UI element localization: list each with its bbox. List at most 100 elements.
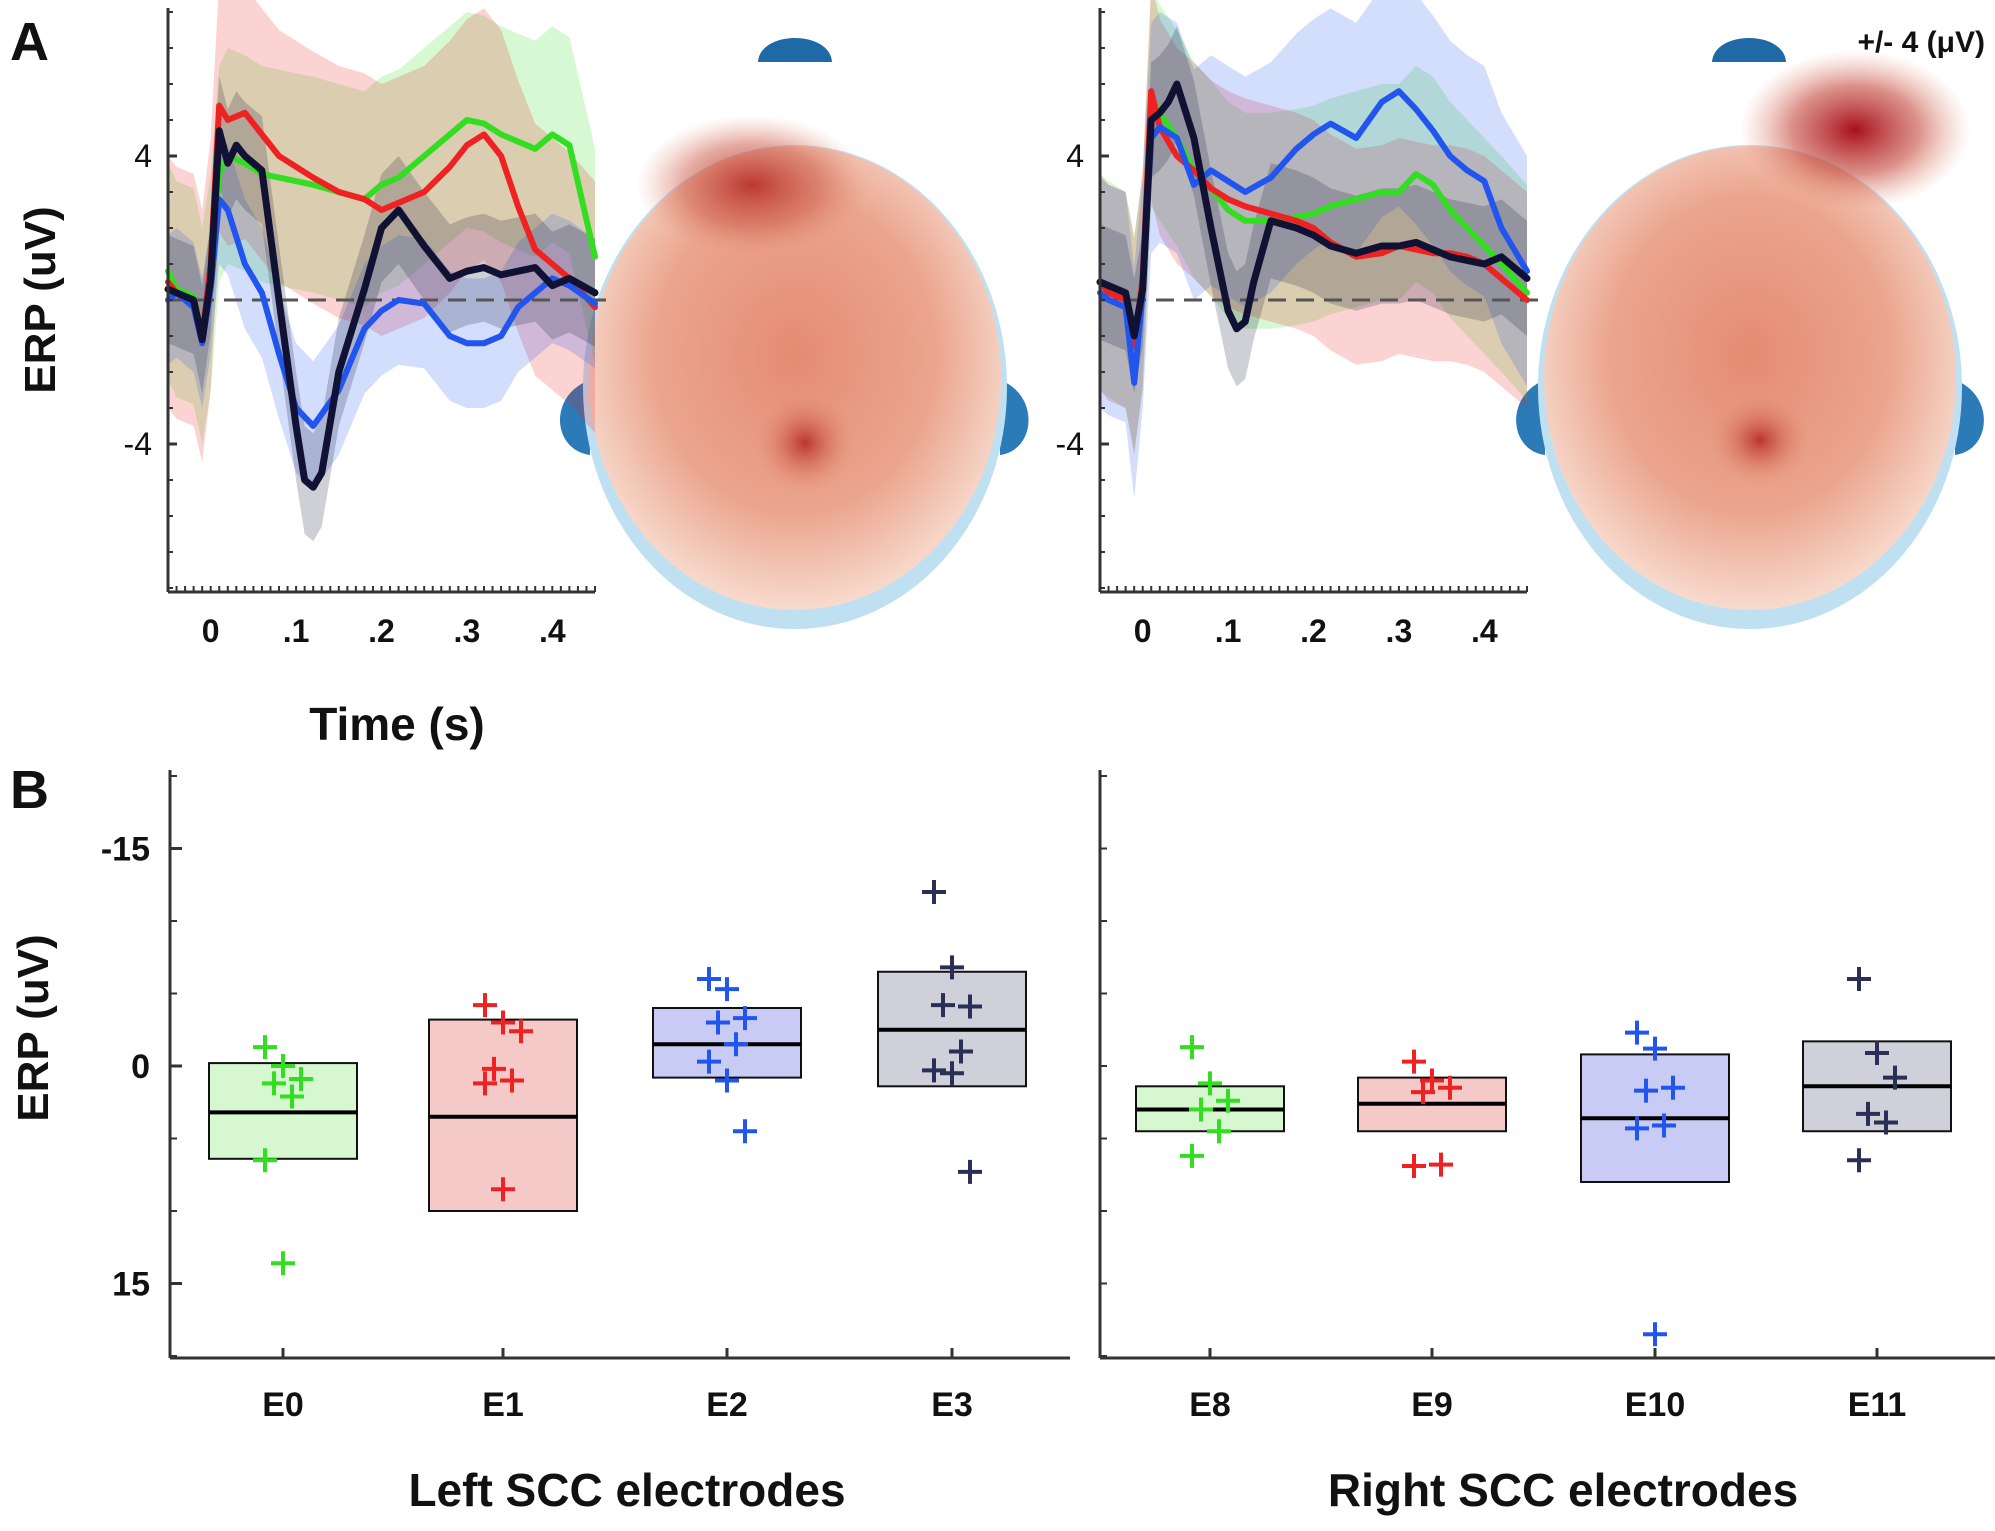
- left-topomap-parietal-hotspot: [755, 393, 855, 493]
- panel-label-b: B: [10, 760, 49, 820]
- point-E1: [491, 1010, 515, 1035]
- panel-label-a: A: [10, 12, 49, 72]
- point-E8: [1180, 1143, 1204, 1168]
- point-E2: [697, 967, 721, 991]
- point-E3: [922, 1058, 946, 1083]
- right-topomap-parietal-hotspot: [1710, 395, 1810, 485]
- point-E0: [289, 1067, 313, 1092]
- right-x-tick-label: .4: [1471, 613, 1498, 649]
- point-E10: [1634, 1078, 1658, 1103]
- point-E0: [253, 1035, 277, 1060]
- x-tick-label-E9: E9: [1411, 1386, 1453, 1424]
- point-E11: [1865, 1040, 1889, 1065]
- point-E11: [1847, 1148, 1871, 1173]
- boxplot-left: -15 0 15 E0 E1 E2 E3: [101, 770, 1070, 1424]
- left-topomap-frontal-hotspot: [637, 115, 867, 255]
- point-E0: [271, 1054, 295, 1078]
- point-E8: [1180, 1035, 1204, 1060]
- ylabel-panel-b: ERP (uV): [9, 934, 58, 1121]
- xlabel-right-electrodes: Right SCC electrodes: [1328, 1464, 1798, 1516]
- point-E11: [1856, 1101, 1880, 1126]
- erp-plot-right: 0 .1 .2 .3 .4 4 -4: [1056, 0, 1542, 649]
- point-E9: [1402, 1154, 1426, 1179]
- left-black-line: [164, 127, 599, 491]
- xlabel-panel-a: Time (s): [309, 698, 485, 750]
- xlabel-left-electrodes: Left SCC electrodes: [408, 1464, 845, 1516]
- x-tick-label-E0: E0: [262, 1386, 304, 1424]
- point-E3: [949, 1039, 973, 1064]
- right-topomap-left-ear: [1516, 380, 1545, 455]
- point-E3: [940, 1061, 964, 1086]
- point-E10: [1643, 1036, 1667, 1061]
- left-topomap-right-ear: [1000, 380, 1029, 455]
- boxplot-right: E8 E9 E10 E11: [1098, 770, 1995, 1424]
- y-tick-label: -15: [101, 831, 150, 869]
- left-topomap-nose: [758, 38, 832, 62]
- left-black-band: [168, 76, 595, 542]
- x-tick-label-E10: E10: [1625, 1386, 1686, 1424]
- point-E9: [1411, 1080, 1435, 1105]
- left-topomap-left-ear: [559, 380, 590, 455]
- right-topomap-head: [1544, 146, 1956, 610]
- point-E8: [1189, 1097, 1213, 1122]
- right-x-tick-label: .3: [1386, 613, 1413, 649]
- point-E0: [280, 1084, 304, 1109]
- point-E2: [697, 1049, 721, 1074]
- point-E9: [1402, 1049, 1426, 1074]
- right-x-tick-label: .2: [1300, 613, 1327, 649]
- point-E10: [1643, 1322, 1667, 1347]
- point-E8: [1216, 1088, 1240, 1113]
- right-topomap: [1516, 38, 1984, 629]
- point-E9: [1438, 1075, 1462, 1100]
- point-E2: [715, 977, 739, 1002]
- point-E10: [1625, 1116, 1649, 1141]
- point-E2: [733, 1119, 757, 1144]
- point-E3: [958, 1159, 982, 1184]
- point-E2: [733, 1006, 757, 1031]
- x-tick-label-E11: E11: [1848, 1386, 1907, 1424]
- point-E3: [931, 993, 955, 1018]
- x-tick-label-E3: E3: [931, 1386, 973, 1424]
- point-E1: [473, 993, 497, 1018]
- point-E2: [706, 1010, 730, 1035]
- point-E8: [1198, 1071, 1222, 1096]
- point-E11: [1847, 967, 1871, 991]
- ylabel-panel-a: ERP (uV): [16, 206, 65, 393]
- point-E3: [940, 955, 964, 980]
- right-topomap-right-ear: [1955, 380, 1984, 455]
- left-topomap-head: [589, 146, 1001, 610]
- x-tick-label-E8: E8: [1189, 1386, 1231, 1424]
- point-E1: [509, 1019, 533, 1044]
- left-x-tick-label: .1: [283, 613, 310, 649]
- left-topomap: [559, 38, 1029, 629]
- point-E1: [491, 1177, 515, 1202]
- point-E0: [253, 1148, 277, 1173]
- point-E2: [724, 1032, 748, 1057]
- point-E2: [715, 1068, 739, 1093]
- right-y-tick-label: -4: [1056, 426, 1084, 462]
- left-x-tick-label: .3: [454, 613, 481, 649]
- point-E11: [1883, 1065, 1907, 1090]
- point-E1: [482, 1056, 506, 1081]
- right-y-tick-label: 4: [1066, 138, 1084, 174]
- right-black-band: [1100, 26, 1527, 394]
- y-tick-label: 15: [112, 1266, 150, 1304]
- x-tick-label-E1: E1: [482, 1386, 524, 1424]
- point-E10: [1661, 1075, 1685, 1100]
- point-E9: [1429, 1152, 1453, 1177]
- point-E10: [1652, 1113, 1676, 1138]
- left-y-tick-label: 4: [134, 138, 152, 174]
- point-E3: [958, 994, 982, 1019]
- point-E10: [1625, 1020, 1649, 1045]
- right-x-tick-label: .1: [1215, 613, 1242, 649]
- right-blue-band: [1100, 0, 1527, 498]
- right-x-tick-label: 0: [1134, 613, 1152, 649]
- right-topomap-frontal-hotspot: [1740, 50, 1970, 210]
- right-topomap-nose: [1712, 38, 1786, 62]
- point-E0: [262, 1071, 286, 1096]
- point-E11: [1874, 1110, 1898, 1135]
- x-tick-label-E2: E2: [706, 1386, 748, 1424]
- left-y-tick-label: -4: [124, 426, 152, 462]
- point-E1: [473, 1071, 497, 1096]
